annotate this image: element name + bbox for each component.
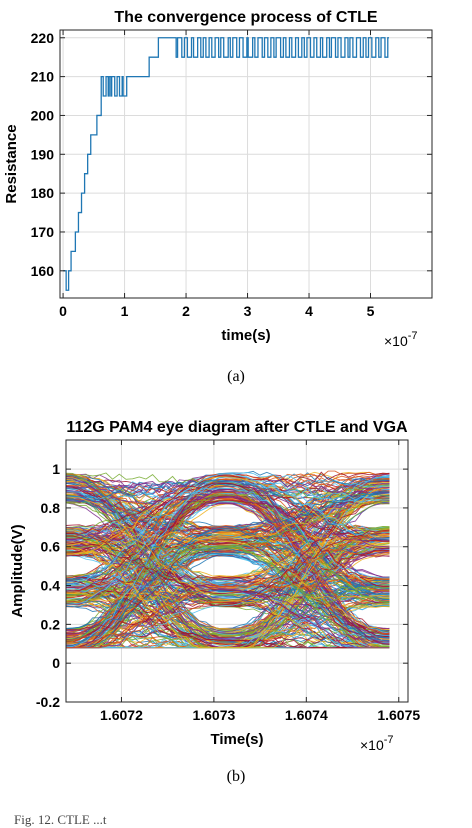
eye-trace — [66, 528, 390, 649]
x-tick-label: 1.6074 — [285, 707, 328, 723]
eye-trace — [65, 485, 390, 606]
eye-trace — [65, 476, 390, 492]
eye-trace — [66, 529, 390, 649]
plot-border — [59, 29, 433, 299]
eye-trace — [65, 500, 390, 631]
y-tick-label: 0 — [52, 655, 60, 671]
x-tick-label: 1.6075 — [377, 707, 420, 723]
eye-trace — [65, 500, 390, 540]
x-tick-label: 1.6072 — [100, 707, 143, 723]
y-tick-label: -0.2 — [36, 694, 60, 710]
eye-trace — [65, 495, 390, 547]
eye-trace — [66, 541, 390, 649]
y-axis-label: Resistance — [3, 124, 20, 203]
eye-trace — [65, 484, 390, 649]
eye-trace — [65, 538, 390, 634]
eye-trace — [65, 487, 390, 587]
eye-trace — [65, 486, 390, 649]
eye-trace — [65, 502, 390, 635]
x-axis-label: Time(s) — [210, 731, 263, 748]
eye-trace — [65, 482, 390, 587]
subcaption-b: (b) — [226, 768, 246, 785]
eye-trace — [65, 526, 390, 649]
eye-trace — [65, 552, 390, 649]
eye-trace — [65, 526, 390, 638]
eye-trace — [65, 531, 390, 636]
x-ticks: 0 1 2 3 4 5 — [59, 30, 375, 319]
plot-area — [60, 30, 432, 298]
x-tick-label: 1.6073 — [192, 707, 235, 723]
eye-trace — [65, 529, 390, 594]
eye-trace — [65, 481, 390, 606]
eye-trace — [65, 479, 390, 541]
y-axis-label: Amplitude(V) — [9, 524, 26, 617]
x-axis-label: time(s) — [221, 327, 270, 344]
eye-trace — [65, 476, 390, 555]
eye-trace — [65, 477, 390, 584]
y-tick-label: 200 — [31, 107, 55, 123]
eye-trace — [65, 481, 390, 649]
y-tick-label: 0.2 — [41, 616, 61, 632]
eye-trace — [65, 495, 390, 639]
figure-caption-fragment: Fig. 12. CTLE ...t — [14, 812, 107, 827]
eye-trace — [65, 536, 390, 649]
x-axis-multiplier: ×10-7 — [360, 734, 394, 753]
eye-trace — [66, 474, 390, 649]
chart-title: The convergence process of CTLE — [114, 9, 378, 26]
eye-trace — [65, 491, 390, 637]
eye-trace — [65, 579, 390, 649]
subcaption-a: (a) — [227, 368, 245, 385]
y-tick-label: 160 — [31, 263, 55, 279]
x-axis-multiplier: ×10-7 — [384, 330, 418, 349]
y-tick-label: 180 — [31, 185, 55, 201]
convergence-chart-panel: 0 1 2 3 4 5 160 170 180 190 200 210 220 The convergen… — [0, 0, 472, 400]
eye-trace — [65, 491, 390, 646]
plot-border — [65, 439, 409, 703]
x-tick-label: 5 — [367, 303, 375, 319]
x-ticks: 1.6072 1.6073 1.6074 1.6075 — [100, 440, 420, 723]
y-ticks: -0.2 0 0.2 0.4 0.6 0.8 1 — [36, 461, 408, 710]
y-tick-label: 190 — [31, 146, 55, 162]
y-tick-label: 0.8 — [41, 500, 61, 516]
y-tick-label: 170 — [31, 224, 55, 240]
chart-title: 112G PAM4 eye diagram after CTLE and VGA — [66, 419, 408, 436]
eye-trace — [65, 484, 390, 580]
y-tick-label: 220 — [31, 30, 55, 46]
eye-trace — [65, 491, 390, 503]
y-tick-label: 1 — [52, 461, 60, 477]
eye-trace — [66, 588, 390, 649]
eye-trace — [66, 534, 390, 555]
eye-trace — [65, 473, 390, 592]
y-tick-label: 0.4 — [41, 578, 61, 594]
eye-traces — [65, 470, 390, 649]
eye-trace — [65, 486, 390, 607]
eye-diagram-panel: 1.6072 1.6073 1.6074 1.6075 -0.2 0 0.2 0.4 0.6 0.… — [0, 400, 472, 795]
eye-diagram-chart: 1.6072 1.6073 1.6074 1.6075 -0.2 0 0.2 0.4 0.6 0.… — [9, 419, 420, 753]
eye-trace — [66, 473, 390, 585]
eye-trace — [65, 472, 390, 636]
x-tick-label: 3 — [244, 303, 252, 319]
convergence-chart: 0 1 2 3 4 5 160 170 180 190 200 210 220 The convergen… — [3, 9, 433, 349]
eye-trace — [65, 527, 390, 603]
eye-trace — [65, 473, 390, 633]
y-ticks: 160 170 180 190 200 210 220 — [31, 30, 432, 279]
y-tick-label: 0.6 — [41, 539, 61, 555]
y-tick-label: 210 — [31, 69, 55, 85]
eye-trace — [66, 537, 390, 631]
x-tick-label: 4 — [305, 303, 313, 319]
eye-trace — [65, 500, 390, 602]
eye-trace — [65, 500, 390, 592]
x-tick-label: 2 — [182, 303, 190, 319]
resistance-series-line — [63, 37, 389, 291]
eye-trace — [65, 529, 390, 577]
x-tick-label: 1 — [121, 303, 129, 319]
eye-trace — [66, 538, 390, 649]
eye-trace — [66, 530, 390, 649]
eye-trace — [65, 529, 390, 596]
x-tick-label: 0 — [59, 303, 67, 319]
